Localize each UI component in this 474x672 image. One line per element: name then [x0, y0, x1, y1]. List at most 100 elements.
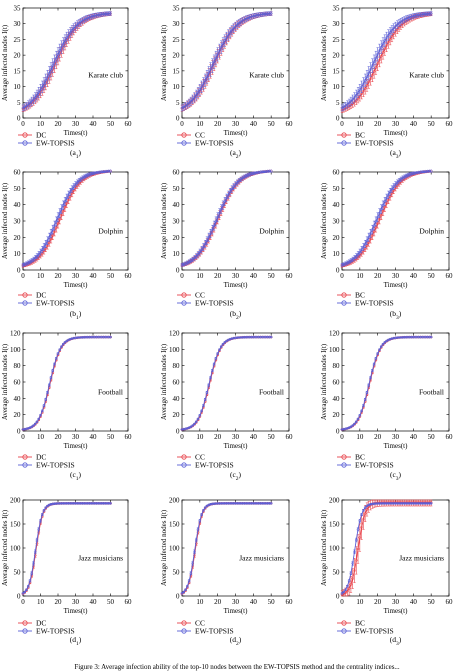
data-point	[219, 345, 223, 348]
plot-frame	[22, 332, 129, 432]
panel-label-main: (c	[390, 470, 396, 479]
data-point	[257, 335, 261, 339]
y-tick-label: 20	[14, 234, 22, 242]
data-point	[89, 15, 93, 18]
plot-frame	[181, 499, 290, 597]
data-point	[266, 12, 269, 16]
data-point	[383, 200, 387, 203]
y-tick-label: 5	[336, 99, 340, 107]
data-point	[411, 171, 415, 175]
data-point	[241, 335, 244, 339]
data-point	[255, 171, 259, 174]
inner-dataset-label: Football	[259, 388, 284, 397]
data-point	[362, 82, 365, 86]
data-point	[32, 424, 35, 427]
y-tick-label: 100	[169, 545, 180, 553]
panel-label-sub: 2	[236, 476, 239, 482]
x-tick-label: 30	[392, 433, 400, 441]
legend-marker	[22, 140, 28, 146]
x-tick-label: 0	[180, 433, 184, 441]
data-point	[107, 169, 111, 173]
data-point	[33, 256, 37, 260]
panel-label: (a2)	[230, 148, 242, 160]
series-ew-topsis	[21, 335, 112, 431]
y-tick-label: 80	[14, 362, 22, 370]
x-tick-label: 10	[196, 120, 204, 128]
data-point	[383, 39, 387, 43]
data-point	[86, 335, 90, 339]
data-point	[107, 12, 111, 15]
data-point	[88, 15, 91, 19]
data-point	[356, 252, 360, 256]
data-point	[214, 220, 218, 223]
legend-entry: EW-TOPSIS	[36, 139, 75, 148]
data-point	[89, 335, 93, 339]
legend-entry: BC	[355, 131, 365, 140]
data-point	[91, 502, 95, 505]
x-tick-label: 20	[55, 272, 63, 280]
y-tick-label: 20	[173, 234, 181, 242]
panel-label: (d1)	[70, 635, 82, 647]
data-point	[232, 185, 236, 188]
data-point	[39, 414, 42, 417]
data-point	[102, 12, 105, 16]
data-point	[200, 85, 203, 89]
data-point	[399, 177, 403, 181]
panel-label-sub: 3	[396, 154, 399, 160]
y-tick-label: 0	[17, 428, 21, 436]
data-point	[365, 391, 369, 394]
x-tick-label: 40	[90, 120, 98, 128]
data-point	[388, 31, 392, 34]
data-point	[196, 252, 200, 256]
data-point	[202, 82, 205, 86]
panel-label-end: )	[399, 470, 402, 479]
x-tick-label: 60	[446, 120, 454, 128]
data-point	[23, 427, 27, 431]
data-point	[260, 12, 264, 16]
data-point	[47, 71, 51, 75]
data-point	[353, 256, 356, 260]
data-point	[385, 196, 388, 200]
x-tick-label: 60	[286, 120, 294, 128]
data-point	[428, 335, 431, 339]
x-tick-label: 40	[250, 272, 258, 280]
data-point	[193, 422, 196, 426]
data-point	[75, 502, 79, 505]
data-point	[189, 99, 193, 103]
data-point	[32, 98, 35, 101]
data-point	[381, 42, 385, 46]
data-point	[214, 357, 218, 360]
x-axis-label: Times(t)	[64, 281, 89, 289]
legend-entry: EW-TOPSIS	[36, 627, 75, 636]
y-axis-label: Average infected nodes I(t)	[1, 182, 9, 259]
data-point	[207, 383, 211, 387]
panel-label-end: )	[79, 635, 82, 644]
chart-panel-c3: 0 10 20 30 40 50 60 0 20 40 60 80 100 120 Times(t) Aver…	[320, 330, 453, 483]
y-axis-label: Average infected nodes I(t)	[1, 24, 9, 101]
data-point	[424, 12, 428, 16]
data-point	[360, 409, 363, 413]
panel-label: (b2)	[230, 309, 242, 321]
y-tick-label: 0	[176, 267, 180, 275]
data-point	[70, 187, 74, 191]
data-point	[198, 88, 202, 92]
data-point	[79, 177, 83, 181]
data-point	[46, 391, 49, 394]
x-tick-label: 10	[196, 433, 204, 441]
data-point	[381, 203, 385, 207]
data-point	[358, 88, 362, 92]
data-point	[37, 417, 41, 421]
data-point	[417, 13, 421, 17]
data-point	[109, 335, 112, 339]
data-point	[35, 93, 39, 97]
x-tick-label: 50	[268, 598, 276, 606]
data-point	[44, 398, 48, 401]
data-point	[105, 169, 109, 173]
data-point	[260, 335, 264, 339]
data-point	[44, 79, 48, 82]
data-point	[96, 502, 100, 505]
data-point	[70, 502, 74, 505]
data-point	[56, 52, 60, 56]
data-point	[351, 424, 355, 427]
data-point	[381, 342, 385, 346]
